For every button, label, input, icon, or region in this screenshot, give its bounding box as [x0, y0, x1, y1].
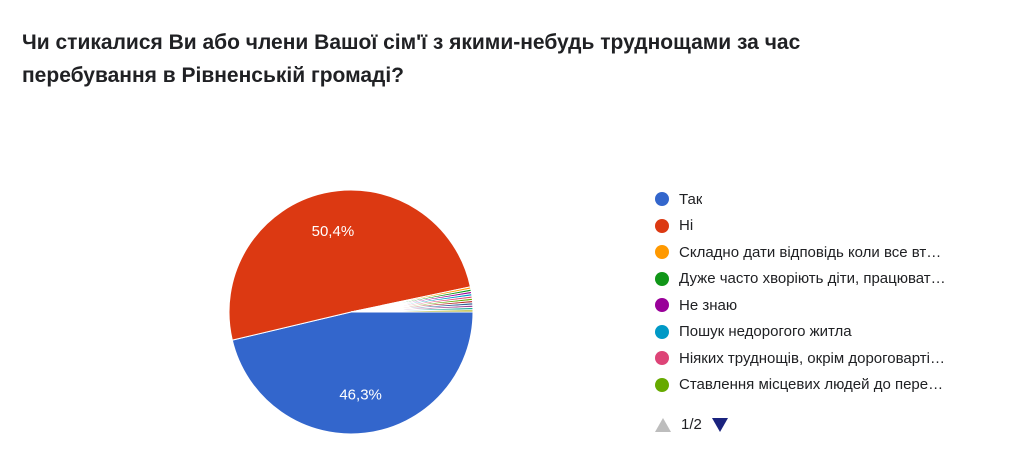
legend-swatch — [655, 271, 669, 286]
legend-swatch — [655, 192, 669, 207]
legend-label: Так — [679, 190, 703, 208]
legend-swatch — [655, 351, 669, 366]
legend-pager: 1/2 — [655, 416, 728, 433]
slice-label: 50,4% — [312, 223, 355, 240]
legend-label: Ставлення місцевих людей до пере… — [679, 376, 944, 394]
chart-legend: Так Ні Складно дати відповідь коли все вт…… — [655, 186, 995, 398]
legend-label: Ні — [679, 217, 694, 235]
legend-item[interactable]: Не знаю — [655, 292, 995, 319]
legend-label: Складно дати відповідь коли все вт… — [679, 243, 942, 261]
legend-item[interactable]: Дуже часто хворіють діти, працюват… — [655, 266, 995, 293]
legend-swatch — [655, 245, 669, 260]
pie-slice[interactable] — [228, 189, 471, 341]
legend-item[interactable]: Ніяких труднощів, окрім дороговарті… — [655, 345, 995, 372]
legend-label: Пошук недорогого житла — [679, 323, 852, 341]
legend-label: Ніяких труднощів, окрім дороговарті… — [679, 349, 945, 367]
legend-label: Не знаю — [679, 296, 738, 314]
pie-slice[interactable] — [350, 309, 474, 313]
pager-prev-icon[interactable] — [655, 417, 671, 432]
legend-item[interactable]: Ставлення місцевих людей до пере… — [655, 372, 995, 399]
legend-item[interactable]: Пошук недорогого житла — [655, 319, 995, 346]
legend-swatch — [655, 298, 669, 313]
pie-chart: 46,3% 50,4% — [228, 189, 474, 435]
slice-label: 46,3% — [339, 386, 382, 403]
pie-slice[interactable] — [231, 311, 474, 435]
legend-swatch — [655, 377, 669, 392]
legend-item[interactable]: Складно дати відповідь коли все вт… — [655, 239, 995, 266]
legend-item[interactable]: Ні — [655, 213, 995, 240]
legend-item[interactable]: Так — [655, 186, 995, 213]
legend-swatch — [655, 218, 669, 233]
pager-next-icon[interactable] — [711, 417, 728, 432]
legend-swatch — [655, 324, 669, 339]
pager-text: 1/2 — [681, 416, 702, 433]
chart-title: Чи стикалися Ви або члени Вашої сім'ї з … — [22, 31, 801, 87]
legend-label: Дуже часто хворіють діти, працюват… — [679, 270, 946, 288]
